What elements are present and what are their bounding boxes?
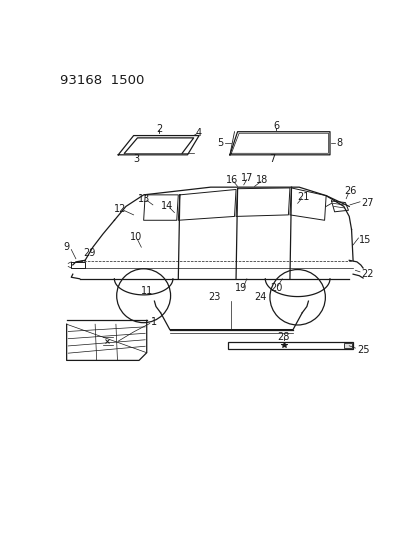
Text: 29: 29 — [83, 248, 95, 257]
Text: 1: 1 — [151, 317, 157, 327]
Text: 8: 8 — [335, 138, 342, 148]
Text: 9: 9 — [64, 242, 69, 252]
Text: 17: 17 — [240, 173, 252, 183]
Text: 13: 13 — [137, 193, 150, 204]
Text: 18: 18 — [256, 175, 268, 185]
Bar — [343, 343, 351, 348]
Text: 15: 15 — [358, 235, 371, 245]
Text: 22: 22 — [360, 269, 373, 279]
Text: 16: 16 — [225, 175, 238, 185]
Text: 28: 28 — [277, 332, 289, 342]
Text: 93168  1500: 93168 1500 — [60, 74, 145, 87]
Text: 23: 23 — [208, 292, 220, 302]
Text: 27: 27 — [360, 198, 373, 208]
Text: 11: 11 — [140, 286, 152, 296]
Text: 3: 3 — [133, 154, 139, 164]
Text: 20: 20 — [269, 283, 282, 293]
Text: 2: 2 — [156, 124, 162, 134]
Text: 19: 19 — [235, 283, 247, 293]
Text: 21: 21 — [296, 192, 309, 202]
Text: 24: 24 — [254, 292, 266, 302]
Bar — [228, 342, 352, 349]
Text: 10: 10 — [130, 232, 142, 242]
Text: 25: 25 — [356, 345, 368, 354]
Text: 6: 6 — [272, 122, 278, 131]
Text: 5: 5 — [217, 138, 223, 148]
Text: 7: 7 — [268, 154, 275, 164]
Text: 12: 12 — [114, 204, 126, 214]
Text: 4: 4 — [195, 128, 201, 138]
Text: 14: 14 — [160, 201, 173, 212]
Text: 26: 26 — [344, 186, 356, 196]
